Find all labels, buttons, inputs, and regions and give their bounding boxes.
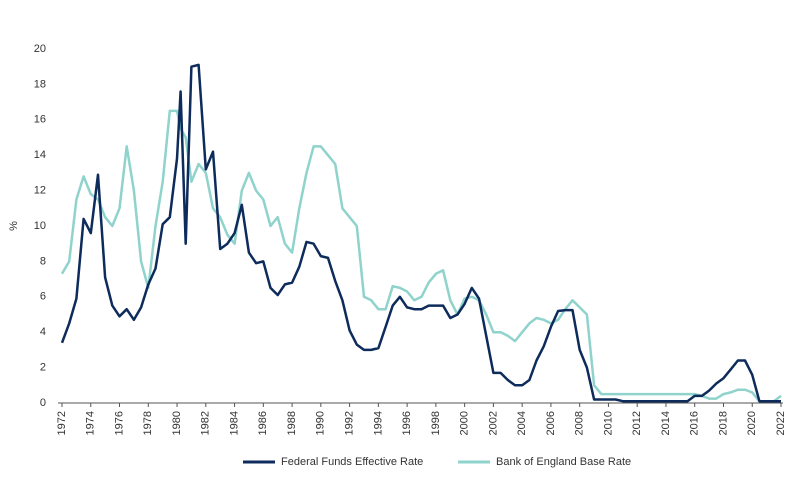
y-tick-label: 2 <box>40 362 46 374</box>
x-tick-label: 1992 <box>344 411 356 435</box>
x-tick-label: 2012 <box>631 411 643 435</box>
x-tick-label: 2006 <box>545 411 557 435</box>
x-tick-label: 1976 <box>113 411 125 435</box>
y-tick-label: 6 <box>40 291 46 303</box>
x-tick-label: 1986 <box>257 411 269 435</box>
y-tick-label: 12 <box>34 185 46 197</box>
x-tick-label: 1980 <box>171 411 183 435</box>
y-tick-label: 16 <box>34 114 46 126</box>
x-tick-label: 2014 <box>660 411 672 435</box>
x-tick-label: 2018 <box>717 411 729 435</box>
y-axis-label: % <box>8 221 20 231</box>
x-tick-label: 1990 <box>315 411 327 435</box>
y-tick-label: 14 <box>34 149 46 161</box>
x-tick-label: 2000 <box>459 411 471 435</box>
x-tick-label: 1978 <box>142 411 154 435</box>
x-tick-label: 1972 <box>56 411 68 435</box>
y-tick-label: 18 <box>34 78 46 90</box>
x-tick-label: 1996 <box>401 411 413 435</box>
legend-label: Bank of England Base Rate <box>496 456 631 468</box>
legend-label: Federal Funds Effective Rate <box>281 456 423 468</box>
x-tick-label: 1974 <box>85 411 97 435</box>
x-tick-label: 1988 <box>286 411 298 435</box>
line-series <box>60 109 782 403</box>
y-tick-label: 4 <box>40 326 46 338</box>
x-tick-label: 2008 <box>574 411 586 435</box>
x-tick-label: 2004 <box>516 411 528 435</box>
y-tick-label: 0 <box>40 397 46 409</box>
x-tick-label: 1994 <box>372 411 384 435</box>
x-tick-label: 1984 <box>228 411 240 435</box>
x-tick-label: 1998 <box>430 411 442 435</box>
x-tick-label: 2010 <box>602 411 614 435</box>
y-tick-label: 10 <box>34 220 46 232</box>
line-series <box>60 63 781 403</box>
y-tick-label: 20 <box>34 43 46 55</box>
x-tick-label: 2022 <box>775 411 787 435</box>
x-tick-label: 2002 <box>487 411 499 435</box>
y-tick-label: 8 <box>40 255 46 267</box>
x-tick-label: 2016 <box>689 411 701 435</box>
x-tick-label: 2020 <box>746 411 758 435</box>
x-tick-label: 1982 <box>200 411 212 435</box>
